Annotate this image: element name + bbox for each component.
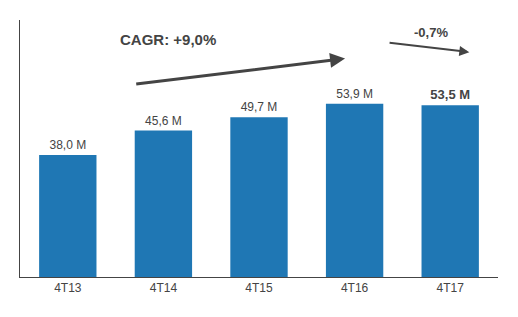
svg-text:53,9 M: 53,9 M <box>336 87 373 101</box>
svg-text:4T14: 4T14 <box>150 281 178 295</box>
svg-text:4T16: 4T16 <box>341 281 369 295</box>
svg-text:4T17: 4T17 <box>437 281 465 295</box>
svg-text:-0,7%: -0,7% <box>414 25 448 40</box>
svg-text:CAGR: +9,0%: CAGR: +9,0% <box>120 31 216 48</box>
svg-text:45,6 M: 45,6 M <box>145 114 182 128</box>
svg-text:4T13: 4T13 <box>54 281 82 295</box>
svg-text:38,0 M: 38,0 M <box>49 138 86 152</box>
svg-text:4T15: 4T15 <box>245 281 273 295</box>
svg-text:49,7 M: 49,7 M <box>241 100 278 114</box>
svg-text:53,5 M: 53,5 M <box>430 87 470 102</box>
